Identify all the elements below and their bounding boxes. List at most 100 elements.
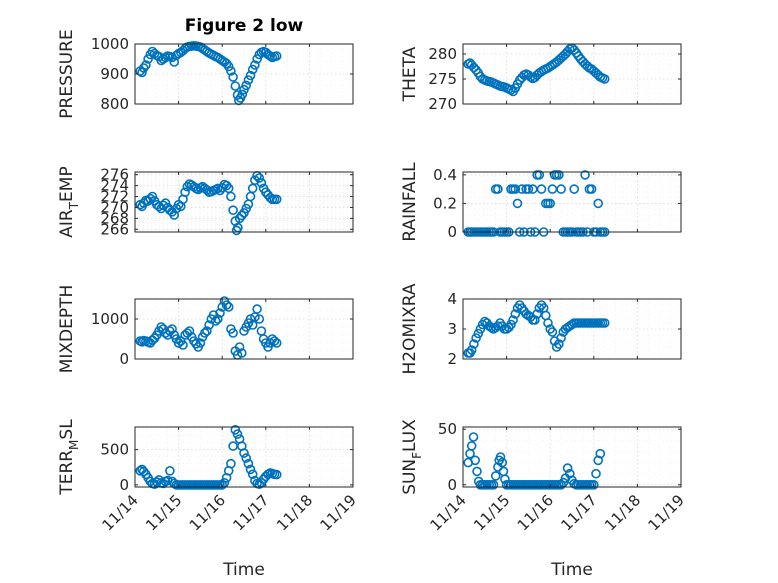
y-axis-label: THETA: [400, 46, 420, 102]
data-point: [160, 52, 171, 63]
data-point: [252, 304, 262, 314]
y-tick-label: 275: [428, 70, 457, 88]
data-point: [556, 184, 566, 194]
y-tick-label: 1000: [91, 310, 129, 328]
y-tick-label: 900: [100, 65, 129, 83]
data-point: [486, 322, 497, 333]
data-point: [237, 89, 248, 100]
x-tick-label: 11/19: [645, 491, 688, 534]
data-point: [232, 429, 243, 439]
data-point: [497, 457, 508, 468]
data-point: [230, 81, 241, 91]
axes-frame: [134, 426, 354, 488]
y-tick-label: 1000: [91, 35, 129, 53]
data-point: [517, 184, 527, 194]
data-point: [178, 340, 188, 350]
data-point: [580, 170, 590, 180]
data-point: [556, 333, 566, 343]
data-point: [475, 324, 486, 334]
data-point: [217, 480, 227, 490]
data-point: [595, 448, 606, 459]
data-point: [143, 54, 153, 64]
x-tick-label: 11/17: [229, 491, 272, 534]
data-point: [471, 333, 481, 343]
data-point: [226, 66, 236, 76]
y-tick-label: 4: [447, 290, 457, 308]
x-tick-label: 11/18: [273, 491, 316, 534]
data-point: [173, 338, 184, 348]
data-point: [271, 469, 282, 480]
data-point: [243, 458, 254, 469]
data-point: [470, 455, 481, 466]
y-axis-label: TERRMSL: [57, 419, 81, 496]
data-point: [599, 74, 610, 84]
data-point: [588, 479, 599, 490]
axes-frame: [134, 298, 354, 360]
y-axis-label: MIXDEPTH: [57, 285, 77, 374]
axes-frame: [134, 171, 354, 233]
data-point: [232, 90, 243, 100]
data-point: [469, 339, 479, 349]
subplot-theta: 270 275 280 THETA: [400, 43, 682, 113]
data-point: [241, 453, 251, 463]
data-point: [562, 463, 573, 473]
data-point: [547, 327, 558, 337]
data-point: [554, 170, 564, 180]
data-point: [490, 471, 501, 481]
data-point: [234, 342, 245, 352]
x-tick-label: 11/19: [317, 491, 360, 534]
data-point: [534, 170, 545, 180]
data-point: [488, 479, 499, 490]
data-point: [200, 328, 210, 338]
data-point: [243, 75, 254, 85]
data-point: [217, 302, 227, 312]
y-axis-label: RAINFALL: [400, 162, 420, 242]
data-point: [138, 466, 149, 477]
data-point: [245, 464, 256, 475]
y-tick-label: 2: [447, 350, 457, 368]
subplot-terr-msl: 0 500 11/14 11/15 11/16 11/17 11/18 11/19 Time TE…: [57, 419, 360, 580]
y-axis-label: SUNFLUX: [400, 419, 424, 495]
data-point: [167, 324, 177, 334]
data-point: [223, 302, 234, 312]
data-point: [569, 184, 580, 194]
data-point: [141, 60, 151, 70]
subplot-h2omixra: 2 3 4 H2OMIXRA: [400, 283, 682, 375]
data-point: [468, 432, 479, 442]
y-tick-label: 3: [447, 320, 457, 338]
data-point: [586, 184, 597, 194]
data-point: [254, 173, 265, 183]
y-tick-label: 0: [447, 476, 457, 494]
data-point: [241, 80, 251, 91]
data-point: [210, 316, 221, 326]
y-tick-label: 270: [100, 198, 129, 216]
data-point: [543, 318, 553, 328]
data-point: [202, 326, 212, 336]
data-point: [239, 448, 249, 458]
x-tick-label: 11/14: [99, 491, 142, 534]
subplot-rainfall: 0 0.2 0.4 RAINFALL: [400, 162, 682, 242]
data-point: [226, 191, 236, 202]
axes-frame: [462, 426, 682, 488]
data-point: [545, 198, 556, 209]
data-point: [493, 184, 503, 194]
data-point: [237, 348, 247, 358]
data-point: [567, 319, 577, 330]
plot-area: [134, 171, 354, 233]
data-point: [510, 309, 521, 319]
y-tick-label: 800: [100, 95, 129, 113]
y-tick-label: 0: [119, 350, 129, 368]
x-tick-label: 11/16: [514, 491, 557, 534]
data-point: [512, 198, 523, 209]
data-point: [506, 319, 516, 330]
data-point: [271, 338, 282, 348]
x-tick-label: 11/15: [470, 491, 513, 534]
data-point: [226, 458, 236, 469]
x-tick-label: 11/14: [427, 491, 470, 534]
y-axis-label: PRESSURE: [57, 29, 77, 118]
data-point: [184, 326, 195, 336]
data-point: [256, 178, 267, 188]
y-tick-label: 0: [119, 476, 129, 494]
